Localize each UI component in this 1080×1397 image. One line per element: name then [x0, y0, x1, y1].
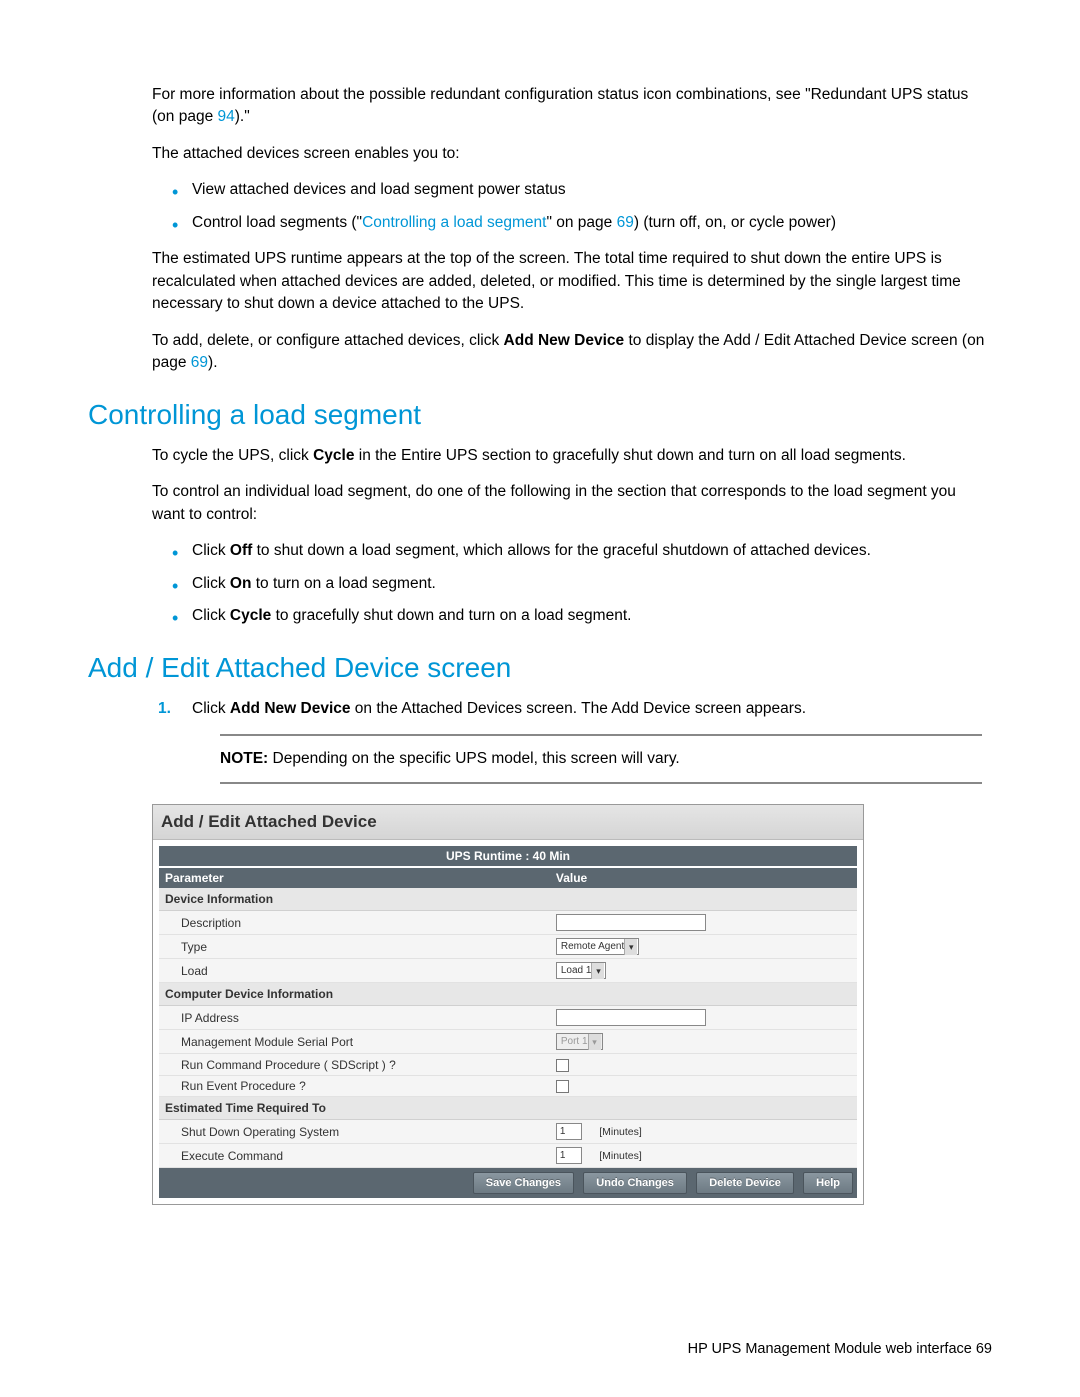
- bullet-list: View attached devices and load segment p…: [88, 179, 992, 234]
- label-description: Description: [159, 911, 550, 935]
- save-changes-button[interactable]: Save Changes: [473, 1172, 574, 1194]
- page-link-94[interactable]: 94: [218, 108, 235, 125]
- text: to turn on a load segment.: [251, 575, 435, 592]
- text: " on page: [546, 214, 616, 231]
- text: Control load segments (": [192, 214, 362, 231]
- page-link-69[interactable]: 69: [617, 214, 634, 231]
- panel-title: Add / Edit Attached Device: [153, 805, 863, 840]
- list-item: Click Cycle to gracefully shut down and …: [172, 605, 992, 627]
- button-bar: Save Changes Undo Changes Delete Device …: [159, 1168, 857, 1198]
- bold-text: Cycle: [313, 447, 354, 464]
- text: View attached devices and load segment p…: [192, 181, 566, 198]
- text: on the Attached Devices screen. The Add …: [351, 700, 807, 717]
- execute-minutes-input[interactable]: 1: [556, 1147, 582, 1164]
- sdscript-checkbox[interactable]: [556, 1059, 569, 1072]
- bold-text: Cycle: [230, 607, 271, 624]
- minutes-label: [Minutes]: [599, 1150, 642, 1162]
- bold-text: Add New Device: [230, 700, 351, 717]
- list-item: 1. Click Add New Device on the Attached …: [152, 698, 992, 720]
- shutdown-minutes-input[interactable]: 1: [556, 1123, 582, 1140]
- panel-body: UPS Runtime : 40 Min Parameter Value Dev…: [153, 840, 863, 1204]
- ordered-list: 1. Click Add New Device on the Attached …: [88, 698, 992, 720]
- delete-device-button[interactable]: Delete Device: [696, 1172, 794, 1194]
- event-procedure-checkbox[interactable]: [556, 1080, 569, 1093]
- text: ).: [208, 354, 217, 371]
- table-header-row: Parameter Value: [159, 868, 857, 888]
- text: To add, delete, or configure attached de…: [152, 332, 504, 349]
- text: ) (turn off, on, or cycle power): [634, 214, 836, 231]
- minutes-label: [Minutes]: [599, 1126, 642, 1138]
- section-estimated-time: Estimated Time Required To: [159, 1097, 857, 1120]
- help-button[interactable]: Help: [803, 1172, 853, 1194]
- serial-port-select[interactable]: Port 1: [556, 1033, 603, 1050]
- add-edit-device-panel: Add / Edit Attached Device UPS Runtime :…: [152, 804, 864, 1205]
- page-footer: HP UPS Management Module web interface 6…: [688, 1341, 992, 1357]
- list-number: 1.: [158, 698, 171, 720]
- ups-runtime-bar: UPS Runtime : 40 Min: [159, 846, 857, 866]
- col-parameter: Parameter: [159, 868, 550, 888]
- paragraph: To cycle the UPS, click Cycle in the Ent…: [88, 445, 992, 467]
- paragraph: The estimated UPS runtime appears at the…: [88, 248, 992, 315]
- text: Click: [192, 575, 230, 592]
- description-input[interactable]: [556, 914, 706, 931]
- list-item: View attached devices and load segment p…: [172, 179, 992, 201]
- text: to shut down a load segment, which allow…: [252, 542, 871, 559]
- page-link-69[interactable]: 69: [191, 354, 208, 371]
- text: Click: [192, 700, 230, 717]
- label-event-procedure: Run Event Procedure ?: [159, 1075, 550, 1096]
- note-block: NOTE: Depending on the specific UPS mode…: [220, 734, 982, 784]
- label-ip-address: IP Address: [159, 1006, 550, 1030]
- undo-changes-button[interactable]: Undo Changes: [583, 1172, 687, 1194]
- link-controlling-load-segment[interactable]: Controlling a load segment: [362, 214, 546, 231]
- label-type: Type: [159, 935, 550, 959]
- list-item: Click On to turn on a load segment.: [172, 573, 992, 595]
- paragraph: To control an individual load segment, d…: [88, 481, 992, 526]
- bold-text: On: [230, 575, 252, 592]
- section-computer-info: Computer Device Information: [159, 983, 857, 1006]
- heading-add-edit-device: Add / Edit Attached Device screen: [88, 652, 992, 684]
- label-load: Load: [159, 959, 550, 983]
- bold-text: Add New Device: [504, 332, 625, 349]
- label-serial-port: Management Module Serial Port: [159, 1030, 550, 1054]
- note-label: NOTE:: [220, 750, 268, 767]
- label-shutdown-os: Shut Down Operating System: [159, 1120, 550, 1144]
- type-select[interactable]: Remote Agent: [556, 938, 639, 955]
- label-sdscript: Run Command Procedure ( SDScript ) ?: [159, 1054, 550, 1075]
- text: Click: [192, 607, 230, 624]
- paragraph: The attached devices screen enables you …: [88, 143, 992, 165]
- text: to gracefully shut down and turn on a lo…: [271, 607, 631, 624]
- list-item: Control load segments ("Controlling a lo…: [172, 212, 992, 234]
- text: Click: [192, 542, 230, 559]
- heading-controlling-load-segment: Controlling a load segment: [88, 399, 992, 431]
- label-execute-command: Execute Command: [159, 1144, 550, 1168]
- bold-text: Off: [230, 542, 252, 559]
- text: Depending on the specific UPS model, thi…: [268, 750, 680, 767]
- text: To cycle the UPS, click: [152, 447, 313, 464]
- ip-address-input[interactable]: [556, 1009, 706, 1026]
- list-item: Click Off to shut down a load segment, w…: [172, 540, 992, 562]
- paragraph: To add, delete, or configure attached de…: [88, 330, 992, 375]
- col-value: Value: [550, 868, 857, 888]
- bullet-list: Click Off to shut down a load segment, w…: [88, 540, 992, 627]
- load-select[interactable]: Load 1: [556, 962, 607, 979]
- paragraph: For more information about the possible …: [88, 84, 992, 129]
- section-device-info: Device Information: [159, 888, 857, 911]
- text: in the Entire UPS section to gracefully …: [354, 447, 905, 464]
- device-form-table: Parameter Value Device Information Descr…: [159, 868, 857, 1168]
- page-content: For more information about the possible …: [0, 0, 1080, 1245]
- text: For more information about the possible …: [152, 86, 968, 125]
- text: ).": [235, 108, 250, 125]
- note-text: NOTE: Depending on the specific UPS mode…: [220, 748, 982, 770]
